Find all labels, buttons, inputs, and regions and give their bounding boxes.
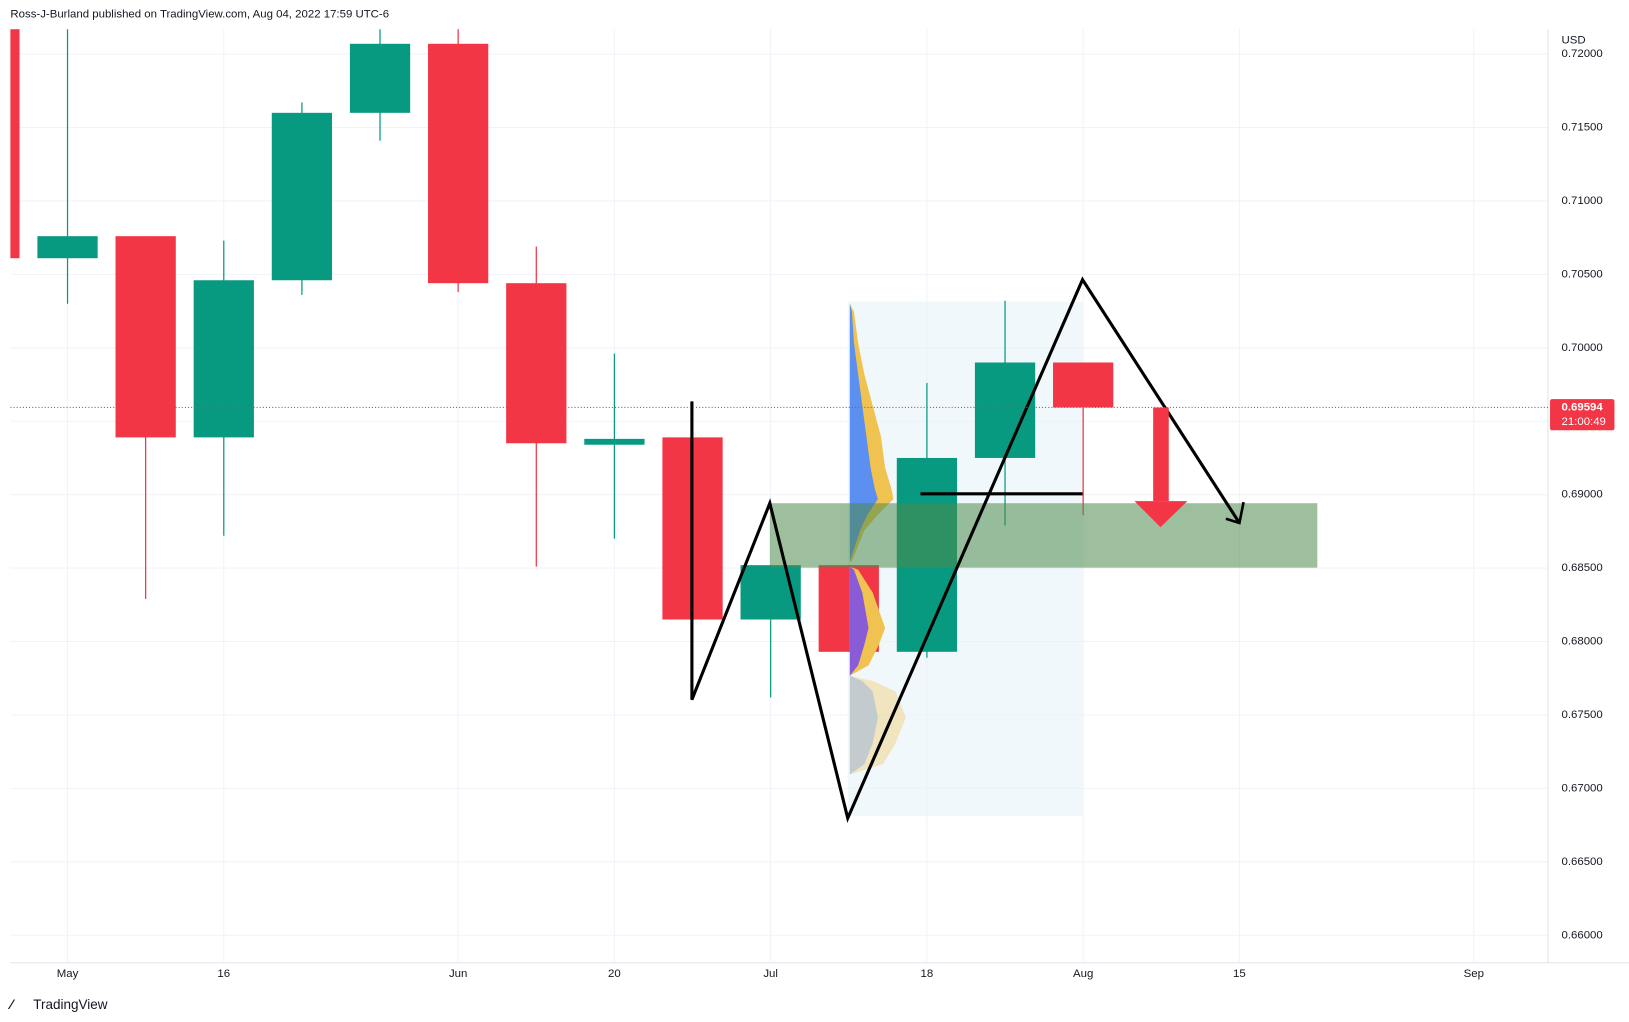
candle-body: [10, 29, 20, 259]
last-price-label: 0.69594: [1561, 401, 1603, 413]
y-tick-label: 0.69000: [1561, 489, 1602, 501]
x-tick-label: 16: [217, 968, 230, 980]
countdown-label: 21:00:49: [1561, 416, 1605, 428]
x-tick-label: May: [57, 968, 79, 980]
y-tick-label: 0.71500: [1561, 122, 1602, 134]
logo-mark: ⁄: [7, 997, 15, 1012]
candle-body: [193, 280, 254, 438]
axes: 0.66000 0.66500 0.67000 0.67500 0.68000 0.685…: [10, 48, 1615, 980]
x-tick-label: 18: [921, 968, 934, 980]
zigzag: [690, 276, 1241, 824]
y-tick-label: 0.72000: [1561, 48, 1602, 60]
y-tick-label: 0.66500: [1561, 856, 1602, 868]
currency-label: USD: [1561, 35, 1585, 47]
y-tick-label: 0.70000: [1561, 342, 1602, 354]
down-arrow: [1153, 407, 1169, 502]
candles: [10, 29, 1114, 698]
y-tick-label: 0.67000: [1561, 782, 1602, 794]
candle-body: [584, 438, 645, 445]
x-tick-label: Jun: [449, 968, 467, 980]
x-tick-label: 20: [608, 968, 621, 980]
support-zone: [769, 503, 1318, 568]
publish-header: Ross-J-Burland published on TradingView.…: [10, 9, 389, 21]
x-tick-label: Sep: [1464, 968, 1484, 980]
logo-text: TradingView: [33, 997, 108, 1012]
arrow-head: [1225, 501, 1245, 525]
y-tick-label: 0.66000: [1561, 929, 1602, 941]
y-tick-label: 0.68500: [1561, 562, 1602, 574]
x-tick-label: Jul: [763, 968, 778, 980]
last-price-box: [1550, 399, 1615, 431]
candle-body: [271, 112, 333, 281]
candle-body: [349, 43, 411, 113]
y-tick-label: 0.71000: [1561, 195, 1602, 207]
annotations: [690, 276, 1318, 824]
candle-body: [1053, 362, 1114, 408]
y-tick-label: 0.68000: [1561, 636, 1602, 648]
candle-body: [428, 43, 489, 284]
x-tick-label: 15: [1233, 968, 1246, 980]
x-tick-label: Aug: [1073, 968, 1093, 980]
candle-body: [506, 283, 567, 444]
down-arrow-head: [1134, 501, 1188, 528]
y-tick-label: 0.67500: [1561, 709, 1602, 721]
candle-body: [115, 236, 176, 438]
y-tick-label: 0.70500: [1561, 268, 1602, 280]
candle-body: [37, 236, 98, 259]
grid: [10, 29, 1548, 962]
volume-profile: [849, 303, 906, 775]
